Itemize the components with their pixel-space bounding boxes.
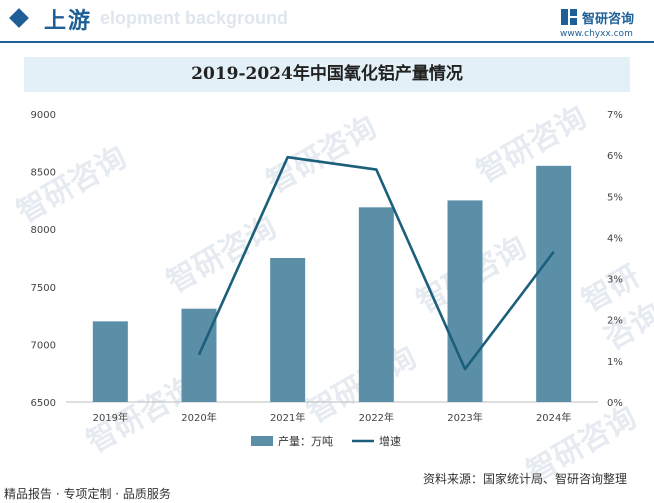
section-title: 上游 — [44, 9, 93, 34]
x-tick-label: 2020年 — [181, 411, 216, 424]
legend-label-line: 增速 — [379, 434, 401, 448]
x-tick-label: 2019年 — [93, 411, 128, 424]
y-left-tick-label: 7500 — [31, 283, 56, 294]
header-divider — [0, 41, 654, 43]
y-right-tick-label: 2% — [607, 316, 623, 327]
chart-title: 2019-2024年中国氧化铝产量情况 — [191, 64, 463, 84]
growth-line — [197, 155, 555, 371]
bar — [536, 165, 572, 402]
y-right-tick-label: 0% — [607, 398, 623, 409]
y-left-tick-label: 9000 — [31, 110, 56, 121]
chart-title-banner: 2019-2024年中国氧化铝产量情况 — [24, 57, 630, 92]
bar — [358, 207, 394, 402]
y-right-tick-label: 1% — [607, 357, 623, 368]
bar — [447, 200, 483, 402]
brand-logo: 智研咨询 www.chyxx.com — [560, 6, 644, 42]
y-left-tick-label: 6500 — [31, 398, 56, 409]
source-note: 资料来源：国家统计局、智研咨询整理 — [423, 472, 628, 486]
brand-url: www.chyxx.com — [560, 29, 633, 39]
bar — [181, 308, 217, 402]
brand-name: 智研咨询 — [582, 12, 635, 27]
legend-label-bar: 产量：万吨 — [278, 434, 333, 448]
y-right-tick-label: 4% — [607, 233, 623, 244]
y-right-tick-label: 3% — [607, 275, 623, 286]
x-tick-label: 2022年 — [359, 411, 394, 424]
bar — [92, 321, 128, 402]
brand-mark-icon — [561, 9, 577, 25]
bar — [270, 258, 306, 402]
x-tick-label: 2024年 — [536, 411, 571, 424]
footer-slogan: 精品报告 · 专项定制 · 品质服务 — [4, 487, 171, 501]
y-right-tick-label: 7% — [607, 110, 623, 121]
section-header: elopment background 上游 智研咨询 www.chyxx.co… — [0, 0, 654, 40]
y-left-tick-label: 8500 — [31, 168, 56, 179]
section-background-text: elopment background — [100, 8, 289, 28]
x-tick-label: 2023年 — [447, 411, 482, 424]
x-tick-label: 2021年 — [270, 411, 305, 424]
y-right-tick-label: 6% — [607, 151, 623, 162]
y-left-tick-label: 8000 — [31, 225, 56, 236]
y-left-tick-label: 7000 — [31, 340, 56, 351]
legend-swatch-bar — [251, 436, 273, 446]
y-right-tick-label: 5% — [607, 192, 623, 203]
